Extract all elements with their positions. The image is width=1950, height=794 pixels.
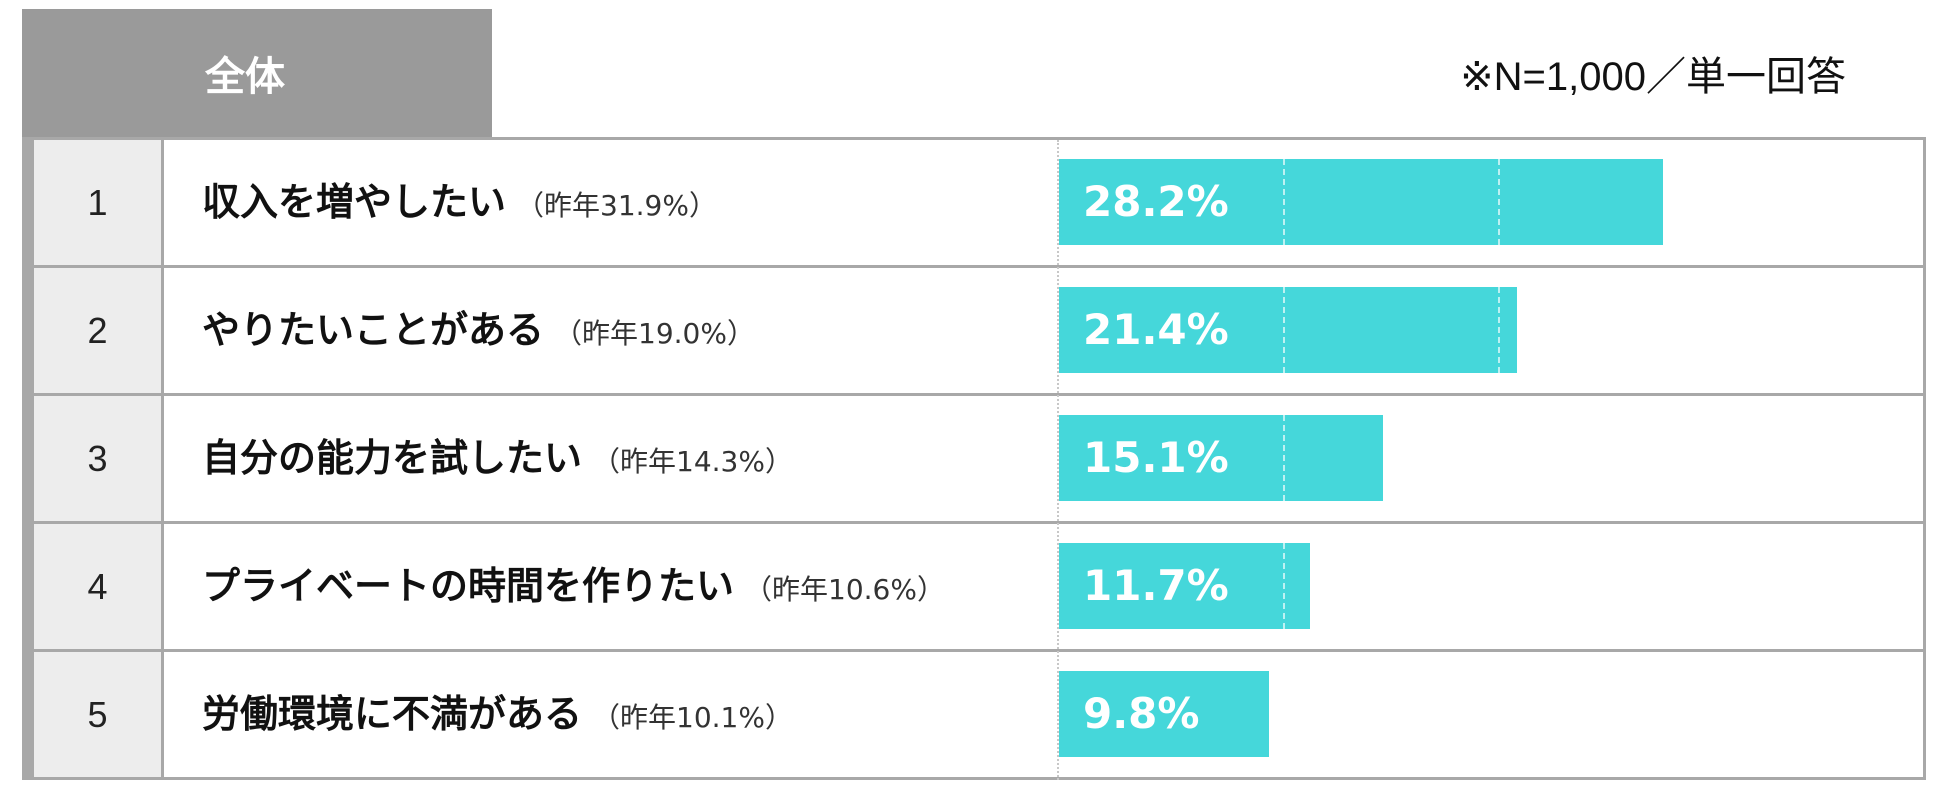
- bar-value-label: 21.4%: [1083, 305, 1229, 354]
- category-label: 自分の能力を試したい （昨年14.3%）: [202, 396, 793, 521]
- chart-title: 全体: [205, 54, 285, 100]
- rank-cell: 3: [34, 396, 164, 521]
- bar-gridline: [1283, 159, 1286, 245]
- previous-year-value: （昨年19.0%）: [554, 317, 755, 350]
- bar: 9.8%: [1059, 671, 1269, 757]
- category-label: プライベートの時間を作りたい （昨年10.6%）: [202, 524, 945, 649]
- rank-cell: 2: [34, 268, 164, 393]
- category-name: やりたいことがある: [202, 308, 545, 352]
- table-row: 2 やりたいことがある （昨年19.0%）: [34, 268, 1926, 396]
- bar-gridline: [1497, 159, 1500, 245]
- bar: 28.2%: [1059, 159, 1664, 245]
- previous-year-value: （昨年10.1%）: [592, 701, 793, 734]
- table-row: 5 労働環境に不満がある （昨年10.1%）: [34, 652, 1926, 780]
- category-name: 労働環境に不満がある: [202, 692, 583, 736]
- category-label: やりたいことがある （昨年19.0%）: [202, 268, 755, 393]
- category-label: 収入を増やしたい （昨年31.9%）: [202, 140, 717, 265]
- sample-note: ※N=1,000／単一回答: [1460, 55, 1846, 99]
- header-tab: 全体: [22, 9, 492, 137]
- category-name: 自分の能力を試したい: [202, 436, 583, 480]
- bar: 15.1%: [1059, 415, 1383, 501]
- bar: 11.7%: [1059, 543, 1310, 629]
- category-name: プライベートの時間を作りたい: [202, 564, 735, 608]
- rank-cell: 5: [34, 652, 164, 777]
- table-right-border: [1923, 140, 1926, 780]
- category-name: 収入を増やしたい: [202, 180, 507, 224]
- bar-gridline: [1283, 543, 1286, 629]
- previous-year-value: （昨年31.9%）: [516, 189, 717, 222]
- table-row: 1 収入を増やしたい （昨年31.9%）: [34, 140, 1926, 268]
- table-row: 3 自分の能力を試したい （昨年14.3%）: [34, 396, 1926, 524]
- previous-year-value: （昨年10.6%）: [744, 573, 945, 606]
- category-label: 労働環境に不満がある （昨年10.1%）: [202, 652, 793, 777]
- table-left-accent: [22, 140, 34, 780]
- bar: 21.4%: [1059, 287, 1518, 373]
- bar-value-label: 9.8%: [1083, 689, 1200, 738]
- bar-plot-area: 28.2% 21.4% 15.1% 11.7% 9.8%: [1057, 140, 1914, 780]
- bar-gridline: [1283, 287, 1286, 373]
- value-axis-line: [1057, 140, 1059, 780]
- rank-cell: 1: [34, 140, 164, 265]
- previous-year-value: （昨年14.3%）: [592, 445, 793, 478]
- bar-value-label: 11.7%: [1083, 561, 1229, 610]
- ranking-table: 1 収入を増やしたい （昨年31.9%） 2 やりたいことがある （昨年19.0%） 3 自分…: [22, 137, 1926, 780]
- bar-gridline: [1497, 287, 1500, 373]
- bar-value-label: 28.2%: [1083, 177, 1229, 226]
- bar-value-label: 15.1%: [1083, 433, 1229, 482]
- bar-gridline: [1283, 415, 1286, 501]
- rank-cell: 4: [34, 524, 164, 649]
- table-row: 4 プライベートの時間を作りたい （昨年10.6%）: [34, 524, 1926, 652]
